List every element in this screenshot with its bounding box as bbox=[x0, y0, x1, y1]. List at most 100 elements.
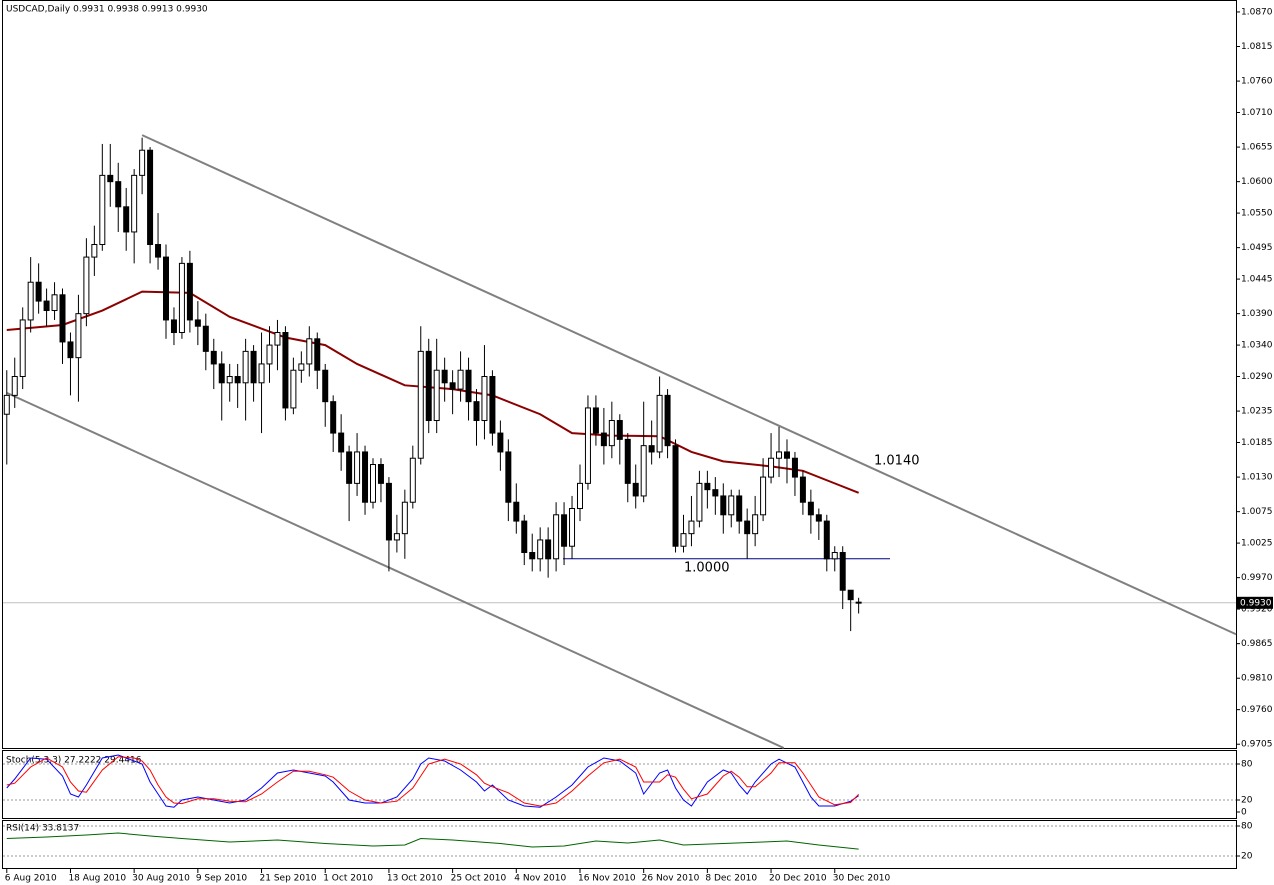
y-tick-label: 1.0710 bbox=[1241, 108, 1273, 118]
candle-body bbox=[433, 369, 440, 422]
indicator-line bbox=[6, 756, 859, 807]
candle-body bbox=[170, 319, 177, 334]
candle-body bbox=[67, 341, 74, 359]
stoch-panel bbox=[2, 750, 1237, 819]
candle-body bbox=[720, 495, 727, 516]
x-tick-label: 8 Dec 2010 bbox=[705, 874, 757, 884]
y-tick-label: 0.9920 bbox=[1241, 605, 1273, 615]
candle-body bbox=[306, 338, 313, 365]
candle-body bbox=[362, 451, 369, 503]
candle-body bbox=[624, 438, 631, 484]
trendline bbox=[141, 134, 1237, 636]
candle-body bbox=[258, 363, 265, 384]
y-tick-label: 1.0870 bbox=[1241, 7, 1273, 17]
x-tick-label: 30 Aug 2010 bbox=[132, 874, 190, 884]
candle-body bbox=[369, 464, 376, 503]
candle-body bbox=[481, 376, 488, 422]
candle-body bbox=[354, 451, 361, 484]
y-tick-label: 0 bbox=[1241, 808, 1247, 818]
candle-body bbox=[728, 495, 735, 516]
candle-body bbox=[616, 420, 623, 440]
candle-body bbox=[91, 244, 98, 258]
candle-body bbox=[377, 464, 384, 484]
candle-body bbox=[799, 476, 806, 503]
x-tick-label: 26 Nov 2010 bbox=[642, 874, 700, 884]
level-label: 1.0000 bbox=[684, 560, 730, 575]
candle-body bbox=[234, 376, 241, 384]
candle-body bbox=[123, 206, 130, 233]
y-tick-label: 1.0600 bbox=[1241, 177, 1273, 187]
candle-body bbox=[19, 319, 26, 378]
candle-body bbox=[139, 149, 146, 176]
candle-body bbox=[282, 332, 289, 409]
candle-body bbox=[537, 539, 544, 560]
main-panel bbox=[2, 0, 1237, 749]
x-tick-label: 6 Aug 2010 bbox=[5, 874, 57, 884]
x-tick-label: 9 Sep 2010 bbox=[196, 874, 248, 884]
candle-body bbox=[346, 451, 353, 484]
candle-body bbox=[632, 482, 639, 497]
candle-body bbox=[218, 363, 225, 384]
candle-body bbox=[545, 539, 552, 560]
candle-body bbox=[393, 533, 400, 541]
candle-body bbox=[704, 482, 711, 491]
candle-body bbox=[194, 319, 201, 327]
candle-body bbox=[409, 457, 416, 503]
candle-body bbox=[43, 300, 50, 312]
x-tick-label: 30 Dec 2010 bbox=[833, 874, 891, 884]
candle-body bbox=[561, 514, 568, 547]
candle-body bbox=[3, 394, 10, 415]
price-label-box bbox=[1237, 596, 1273, 609]
y-tick-label: 0.9970 bbox=[1241, 573, 1273, 583]
candle-body bbox=[640, 445, 647, 497]
y-tick-label: 1.0235 bbox=[1241, 407, 1273, 417]
candle-body bbox=[186, 262, 193, 321]
candle-body bbox=[322, 369, 329, 403]
y-tick-label: 0.9705 bbox=[1241, 740, 1273, 750]
candle-body bbox=[226, 376, 233, 384]
candle-body bbox=[768, 457, 775, 478]
candle-body bbox=[155, 244, 162, 258]
candle-body bbox=[35, 281, 42, 302]
candle-body bbox=[59, 294, 66, 343]
candle-body bbox=[712, 489, 719, 497]
candle-body bbox=[807, 501, 814, 516]
candle-body bbox=[672, 445, 679, 547]
candle-body bbox=[441, 369, 448, 384]
y-tick-label: 1.0445 bbox=[1241, 275, 1273, 285]
y-tick-label: 1.0655 bbox=[1241, 143, 1273, 153]
candle-body bbox=[115, 181, 122, 208]
candle-body bbox=[250, 350, 257, 384]
candle-body bbox=[338, 432, 345, 453]
candle-body bbox=[425, 350, 432, 422]
candle-body bbox=[592, 407, 599, 434]
candle-body bbox=[497, 432, 504, 453]
candle-body bbox=[584, 407, 591, 484]
candle-body bbox=[823, 520, 830, 560]
candle-body bbox=[553, 514, 560, 560]
candle-body bbox=[385, 482, 392, 541]
candle-body bbox=[99, 174, 106, 246]
candle-body bbox=[608, 420, 615, 447]
candle-body bbox=[11, 376, 18, 396]
candle-body bbox=[791, 457, 798, 478]
y-tick-label: 1.0185 bbox=[1241, 438, 1273, 448]
y-tick-label: 1.0075 bbox=[1241, 507, 1273, 517]
candle-body bbox=[489, 376, 496, 434]
y-tick-label: 1.0815 bbox=[1241, 42, 1273, 52]
candle-body bbox=[314, 338, 321, 371]
candle-body bbox=[839, 552, 846, 591]
y-tick-label: 80 bbox=[1241, 822, 1253, 832]
y-tick-label: 0.9865 bbox=[1241, 639, 1273, 649]
candle-body bbox=[600, 432, 607, 447]
candle-body bbox=[513, 501, 520, 522]
candle-body bbox=[401, 501, 408, 535]
candle-body bbox=[529, 552, 536, 560]
y-tick-label: 1.0290 bbox=[1241, 372, 1273, 382]
x-tick-label: 1 Oct 2010 bbox=[323, 874, 373, 884]
candle-body bbox=[776, 451, 783, 459]
candle-body bbox=[648, 445, 655, 453]
indicator-line bbox=[6, 832, 859, 850]
candle-body bbox=[210, 350, 217, 365]
